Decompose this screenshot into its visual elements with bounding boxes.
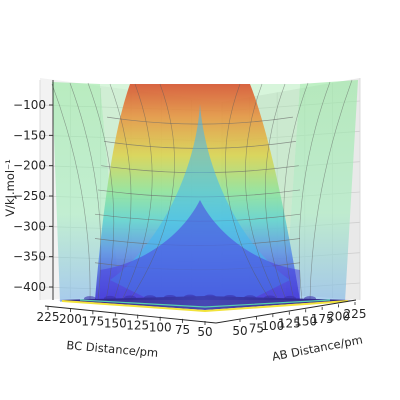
surface-mesh-line	[245, 83, 279, 301]
z-tick-label: −250	[13, 189, 46, 203]
z-tick-label: −350	[13, 250, 46, 264]
z-tick-label: −300	[13, 219, 46, 233]
y-tick-label: 50	[197, 325, 212, 339]
y-tick-label: 175	[81, 314, 104, 328]
surface-mesh-line	[283, 82, 309, 301]
x-tick-label: 225	[344, 307, 367, 321]
floor-contour-yellow	[61, 300, 349, 313]
surface-mesh-line	[225, 83, 271, 301]
surface-mesh-line	[87, 82, 115, 301]
x-tick-label: 150	[294, 314, 317, 328]
y-tick-label: 225	[37, 310, 60, 324]
z-axis-label: V/kJ.mol⁻¹	[3, 159, 17, 217]
z-tick-label: −200	[13, 159, 46, 173]
surface-mesh-line	[129, 83, 175, 301]
surface-mesh-line	[298, 81, 331, 301]
surface-mesh-line	[69, 82, 102, 301]
x-tick-label: 100	[261, 319, 284, 333]
x-tick-label: 75	[249, 322, 264, 336]
y-tick-group: 225 200 175 150 125 100 75 50	[37, 306, 213, 339]
x-tick-label: 175	[311, 312, 334, 326]
x-tick-label: 50	[232, 324, 247, 338]
x-tick-label: 125	[278, 317, 301, 331]
x-tick-label: 200	[327, 309, 350, 323]
z-tick-label: −400	[13, 280, 46, 294]
y-tick-label: 150	[104, 316, 127, 330]
x-axis-line	[215, 299, 357, 324]
floor-contour	[58, 296, 352, 310]
surface-mesh-line	[264, 83, 287, 301]
surface-mesh-line	[51, 83, 91, 301]
surface-mesh-line	[309, 79, 353, 301]
y-tick-label: 125	[126, 319, 149, 333]
surface-mesh-line	[121, 83, 153, 301]
floor-contour-cyan	[79, 299, 331, 308]
x-axis-label: AB Distance/pm	[271, 332, 364, 363]
y-tick-label: 100	[149, 321, 172, 335]
y-tick-label: 75	[175, 323, 190, 337]
y-tick-label: 200	[59, 312, 82, 326]
y-axis-line	[44, 305, 217, 324]
z-tick-group: −100 −150 −200 −250 −300 −350 −400	[13, 98, 53, 294]
z-tick-label: −150	[13, 128, 46, 142]
surface-deep-valley	[100, 200, 300, 300]
surface-mesh-line	[109, 83, 132, 301]
y-axis-label: BC Distance/pm	[66, 338, 159, 360]
z-tick-label: −100	[13, 98, 46, 112]
